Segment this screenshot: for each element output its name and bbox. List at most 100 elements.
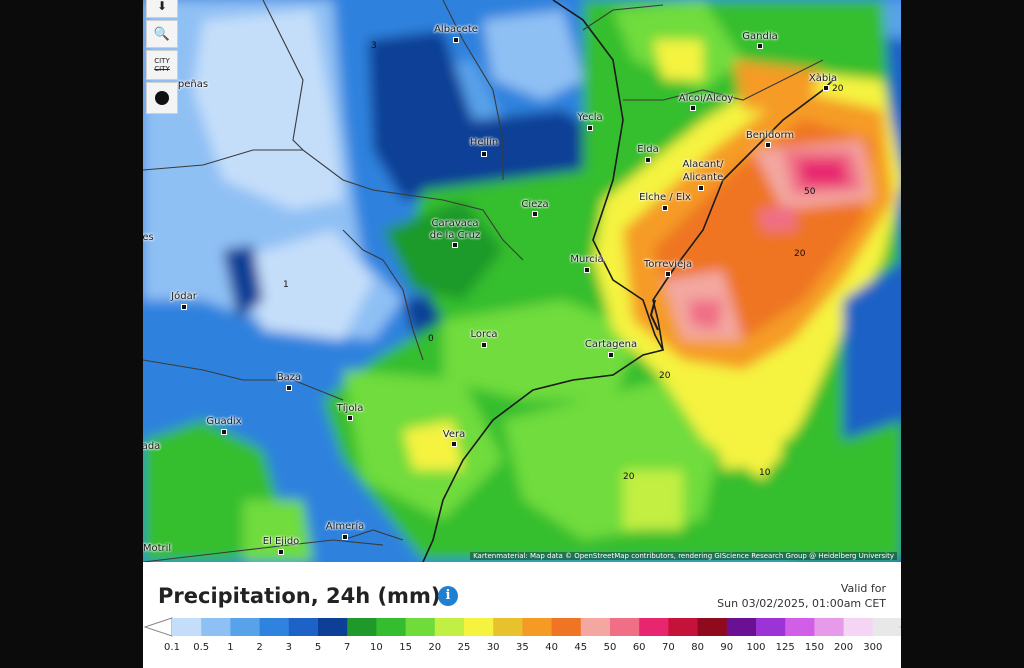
scale-tick-label: 80 bbox=[691, 642, 704, 653]
scale-swatch bbox=[318, 618, 348, 636]
scale-tick-label: 300 bbox=[863, 642, 883, 653]
place-label: Alcoi/Alcoy bbox=[678, 93, 734, 104]
scale-swatch bbox=[668, 618, 699, 636]
place-marker bbox=[181, 304, 187, 310]
place-label: Alacant/ bbox=[682, 159, 724, 170]
place-marker bbox=[342, 534, 348, 540]
scale-swatch bbox=[230, 618, 261, 636]
legend-title: Precipitation, 24h (mm) bbox=[158, 584, 441, 608]
place-marker bbox=[532, 211, 538, 217]
scale-swatch bbox=[580, 618, 611, 636]
place-label: Cartagena bbox=[584, 339, 638, 350]
isoline-value: 50 bbox=[804, 187, 816, 197]
place-marker bbox=[690, 105, 696, 111]
scale-swatch bbox=[756, 618, 786, 636]
place-marker bbox=[698, 185, 704, 191]
place-label: Xàbia bbox=[808, 73, 838, 84]
place-marker bbox=[347, 415, 353, 421]
dot-marker-icon bbox=[155, 91, 169, 105]
city-toggle-button[interactable]: CITY CITY bbox=[146, 50, 178, 80]
scale-tick-label: 10 bbox=[370, 642, 383, 653]
precipitation-map[interactable]: ⬇ 🔍 CITY CITY Albacete Gandia Xàbia Alco… bbox=[143, 0, 901, 562]
place-label: Albacete bbox=[434, 24, 478, 35]
place-marker bbox=[278, 549, 284, 555]
place-label: Alicante bbox=[682, 172, 724, 183]
place-label: Elda bbox=[637, 144, 659, 155]
place-label: Gandia bbox=[742, 31, 778, 42]
map-layer bbox=[143, 0, 901, 562]
info-icon[interactable]: i bbox=[438, 586, 458, 606]
place-label: Motril bbox=[143, 543, 172, 554]
scale-tick-label: 1 bbox=[227, 642, 234, 653]
zoom-in-button[interactable]: 🔍 bbox=[146, 20, 178, 48]
scale-swatch bbox=[376, 618, 407, 636]
place-marker bbox=[286, 385, 292, 391]
place-label: es bbox=[143, 232, 154, 243]
place-label: Caravaca bbox=[431, 218, 479, 229]
place-marker bbox=[645, 157, 651, 163]
isoline-value: 1 bbox=[283, 280, 289, 290]
place-marker bbox=[481, 151, 487, 157]
marker-button[interactable] bbox=[146, 82, 178, 114]
place-label: Tíjola bbox=[336, 403, 364, 414]
place-label: Lorca bbox=[470, 329, 498, 340]
scale-swatch bbox=[726, 618, 757, 636]
place-marker bbox=[665, 271, 671, 277]
scale-swatch bbox=[872, 618, 901, 636]
map-frame: ⬇ 🔍 CITY CITY Albacete Gandia Xàbia Alco… bbox=[143, 0, 901, 668]
scale-tick-label: 40 bbox=[545, 642, 558, 653]
place-marker bbox=[451, 441, 457, 447]
scale-swatch bbox=[639, 618, 669, 636]
scale-swatch bbox=[347, 618, 377, 636]
scale-swatch bbox=[201, 618, 231, 636]
place-label: El Ejido bbox=[262, 536, 300, 547]
scale-arrow-left bbox=[143, 617, 173, 637]
place-label: Hellín bbox=[469, 137, 499, 148]
place-label: peñas bbox=[177, 79, 209, 90]
place-marker bbox=[765, 142, 771, 148]
place-marker bbox=[757, 43, 763, 49]
place-marker bbox=[608, 352, 614, 358]
city-sub-label: CITY bbox=[154, 65, 170, 73]
scale-tick-label: 3 bbox=[285, 642, 292, 653]
scale-swatch bbox=[405, 618, 436, 636]
scale-tick-label: 125 bbox=[775, 642, 795, 653]
scale-swatch bbox=[814, 618, 845, 636]
map-attribution: Kartenmaterial: Map data © OpenStreetMap… bbox=[470, 552, 897, 560]
valid-for: Valid for Sun 03/02/2025, 01:00am CET bbox=[717, 581, 886, 611]
isoline-value: 20 bbox=[832, 84, 844, 94]
zoom-in-icon: 🔍 bbox=[153, 26, 171, 42]
download-icon: ⬇ bbox=[156, 0, 168, 13]
scale-tick-label: 2 bbox=[256, 642, 263, 653]
place-label: Murcia bbox=[570, 254, 604, 265]
scale-tick-label: 60 bbox=[632, 642, 646, 653]
scale-tick-label: 70 bbox=[662, 642, 675, 653]
place-marker bbox=[221, 429, 227, 435]
place-marker bbox=[481, 342, 487, 348]
isoline-value: 20 bbox=[623, 472, 635, 482]
download-button[interactable]: ⬇ bbox=[146, 0, 178, 18]
scale-swatch bbox=[172, 618, 202, 636]
color-scale-bar bbox=[143, 617, 901, 637]
place-label: de la Cruz bbox=[429, 230, 481, 241]
place-label: Almería bbox=[325, 521, 365, 532]
place-marker bbox=[823, 85, 829, 91]
place-label: Elche / Elx bbox=[639, 192, 691, 203]
scale-swatch bbox=[522, 618, 553, 636]
valid-for-label: Valid for bbox=[840, 582, 886, 595]
scale-tick-label: 45 bbox=[574, 642, 588, 653]
place-marker bbox=[662, 205, 668, 211]
place-label: Jódar bbox=[171, 291, 197, 302]
scale-tick-label: 20 bbox=[428, 642, 442, 653]
scale-tick-label: 15 bbox=[399, 642, 412, 653]
place-label: Yecla bbox=[577, 112, 603, 123]
scale-swatch bbox=[288, 618, 319, 636]
place-label: ada bbox=[143, 441, 161, 452]
city-label: CITY bbox=[154, 57, 170, 65]
place-marker bbox=[587, 125, 593, 131]
place-marker bbox=[452, 242, 458, 248]
isoline-value: 0 bbox=[428, 334, 434, 344]
scale-tick-label: 25 bbox=[457, 642, 471, 653]
scale-tick-label: 200 bbox=[834, 642, 854, 653]
place-label: Baza bbox=[276, 372, 302, 383]
